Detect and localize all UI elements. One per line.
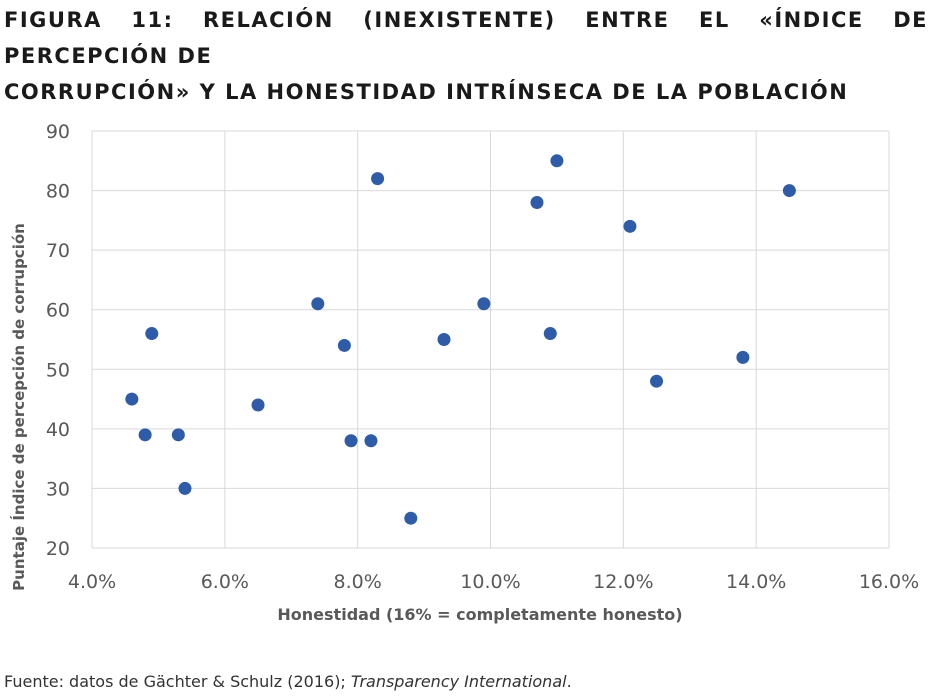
data-point (650, 374, 664, 388)
data-point (530, 195, 544, 209)
y-axis-ticks: 20 30 40 50 60 70 80 90 (46, 121, 70, 560)
x-tick-label: 8.0% (334, 571, 382, 593)
data-point (311, 297, 325, 311)
figure-title: FIGURA 11: RELACIÓN (INEXISTENTE) ENTRE … (4, 2, 928, 110)
y-tick-label: 50 (46, 359, 70, 381)
y-tick-label: 70 (46, 240, 70, 262)
data-point (550, 154, 564, 168)
x-tick-label: 14.0% (726, 571, 786, 593)
data-point (543, 327, 557, 341)
data-point (344, 434, 358, 448)
source-note: Fuente: datos de Gächter & Schulz (2016)… (4, 672, 572, 691)
data-point (171, 428, 185, 442)
data-point (178, 481, 192, 495)
scatter-chart: 20 30 40 50 60 70 80 90 4.0% 6.0% 8.0% 10.0% 12.0% 1… (9, 121, 919, 624)
data-point (404, 511, 418, 525)
data-point (782, 184, 796, 198)
source-suffix: . (566, 672, 572, 691)
y-tick-label: 20 (46, 538, 70, 560)
data-points (125, 154, 796, 525)
y-tick-label: 30 (46, 478, 70, 500)
y-axis-label: Puntaje Índice de percepción de corrupci… (9, 223, 28, 591)
x-tick-label: 4.0% (68, 571, 116, 593)
data-point (371, 172, 385, 186)
x-tick-label: 6.0% (201, 571, 249, 593)
y-tick-label: 60 (46, 300, 70, 322)
data-point (125, 392, 139, 406)
data-point (251, 398, 265, 412)
x-axis-ticks: 4.0% 6.0% 8.0% 10.0% 12.0% 14.0% 16.0% (68, 571, 919, 593)
x-axis-label: Honestidad (16% = completamente honesto) (277, 605, 682, 624)
y-tick-label: 90 (46, 121, 70, 143)
data-point (337, 338, 351, 352)
source-italic: Transparency International (350, 672, 567, 691)
figure-title-line-1: FIGURA 11: RELACIÓN (INEXISTENTE) ENTRE … (4, 8, 928, 68)
data-point (437, 333, 451, 346)
chart-gridlines (91, 130, 890, 549)
x-tick-label: 16.0% (859, 571, 919, 593)
data-point (138, 428, 152, 442)
source-prefix: Fuente: datos de Gächter & Schulz (2016)… (4, 672, 351, 691)
data-point (364, 434, 378, 448)
data-point (736, 350, 750, 364)
y-tick-label: 40 (46, 419, 70, 441)
data-point (623, 219, 637, 233)
data-point (145, 327, 159, 341)
x-tick-label: 10.0% (460, 571, 520, 593)
data-point (477, 297, 491, 311)
figure-title-line-2: CORRUPCIÓN» Y LA HONESTIDAD INTRÍNSECA D… (4, 80, 849, 104)
x-tick-label: 12.0% (593, 571, 653, 593)
y-tick-label: 80 (46, 181, 70, 203)
